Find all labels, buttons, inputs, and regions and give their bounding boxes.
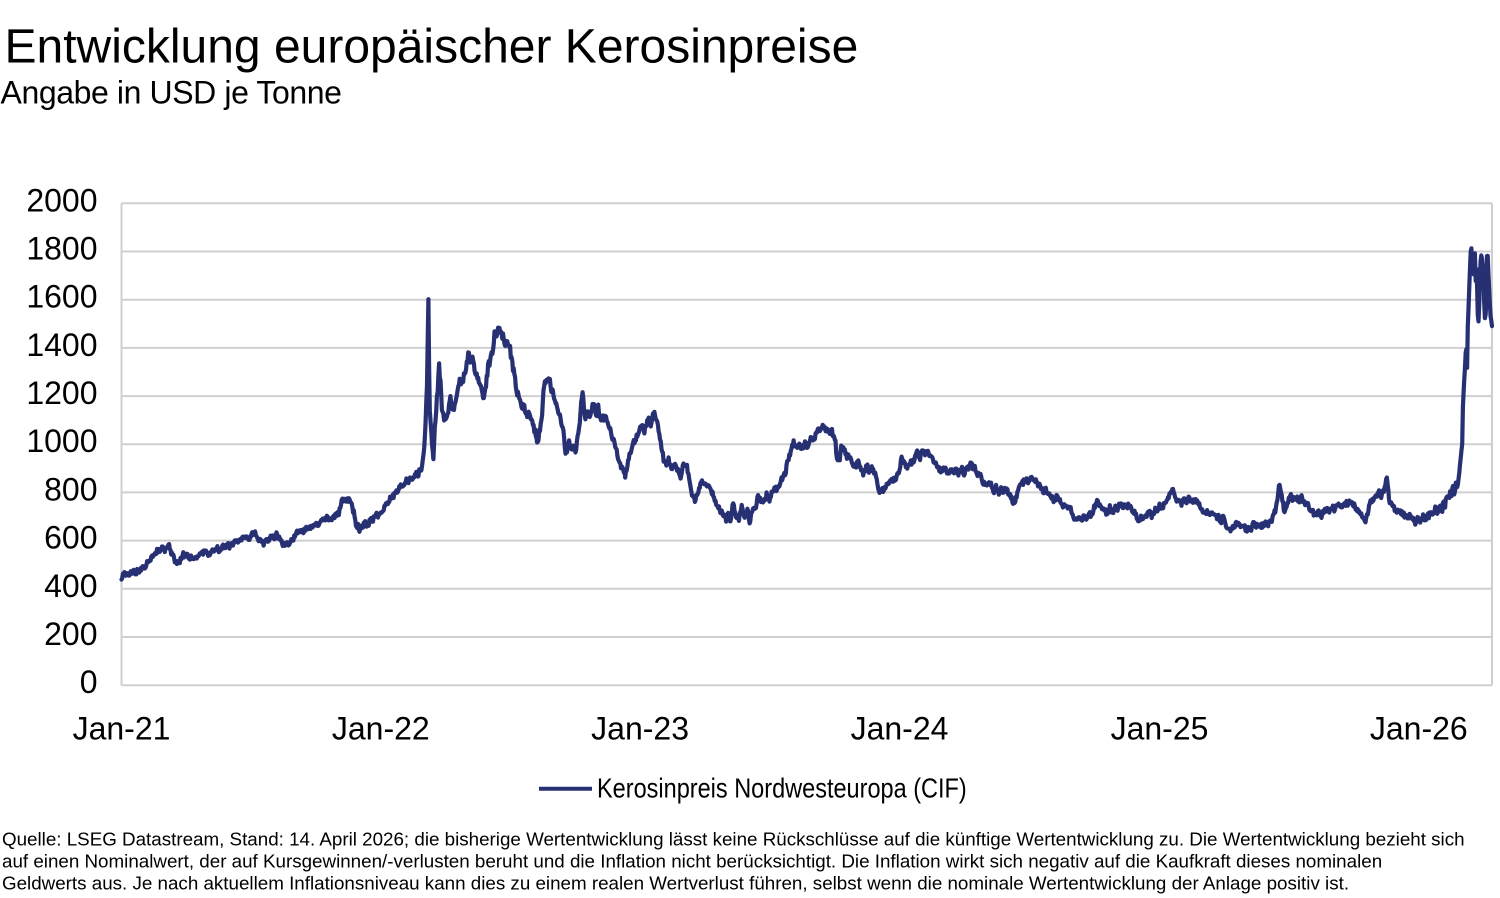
svg-text:1600: 1600 [26, 279, 97, 315]
svg-text:800: 800 [44, 471, 97, 507]
svg-text:Geldwerts aus. Je nach aktuell: Geldwerts aus. Je nach aktuellem Inflati… [2, 873, 1349, 894]
svg-text:Jan-26: Jan-26 [1370, 711, 1468, 747]
svg-text:1400: 1400 [26, 327, 97, 363]
svg-text:2000: 2000 [26, 182, 97, 218]
svg-text:Jan-25: Jan-25 [1111, 711, 1209, 747]
svg-text:auf einen Nominalwert, der auf: auf einen Nominalwert, der auf Kursgewin… [2, 851, 1382, 872]
svg-text:1200: 1200 [26, 375, 97, 411]
svg-text:Jan-23: Jan-23 [591, 711, 689, 747]
svg-text:Kerosinpreis Nordwesteuropa (C: Kerosinpreis Nordwesteuropa (CIF) [597, 773, 967, 803]
svg-text:Quelle: LSEG Datastream, Stand: Quelle: LSEG Datastream, Stand: 14. Apri… [2, 829, 1465, 850]
svg-text:200: 200 [44, 616, 97, 652]
svg-text:0: 0 [80, 664, 98, 700]
svg-text:Jan-22: Jan-22 [332, 711, 430, 747]
svg-text:Entwicklung europäischer Keros: Entwicklung europäischer Kerosinpreise [5, 21, 859, 74]
svg-text:1000: 1000 [26, 423, 97, 459]
svg-text:Angabe in USD je Tonne: Angabe in USD je Tonne [1, 74, 342, 110]
svg-text:600: 600 [44, 520, 97, 556]
svg-text:Jan-21: Jan-21 [73, 711, 171, 747]
svg-text:1800: 1800 [26, 231, 97, 267]
svg-text:Jan-24: Jan-24 [851, 711, 949, 747]
svg-text:400: 400 [44, 568, 97, 604]
